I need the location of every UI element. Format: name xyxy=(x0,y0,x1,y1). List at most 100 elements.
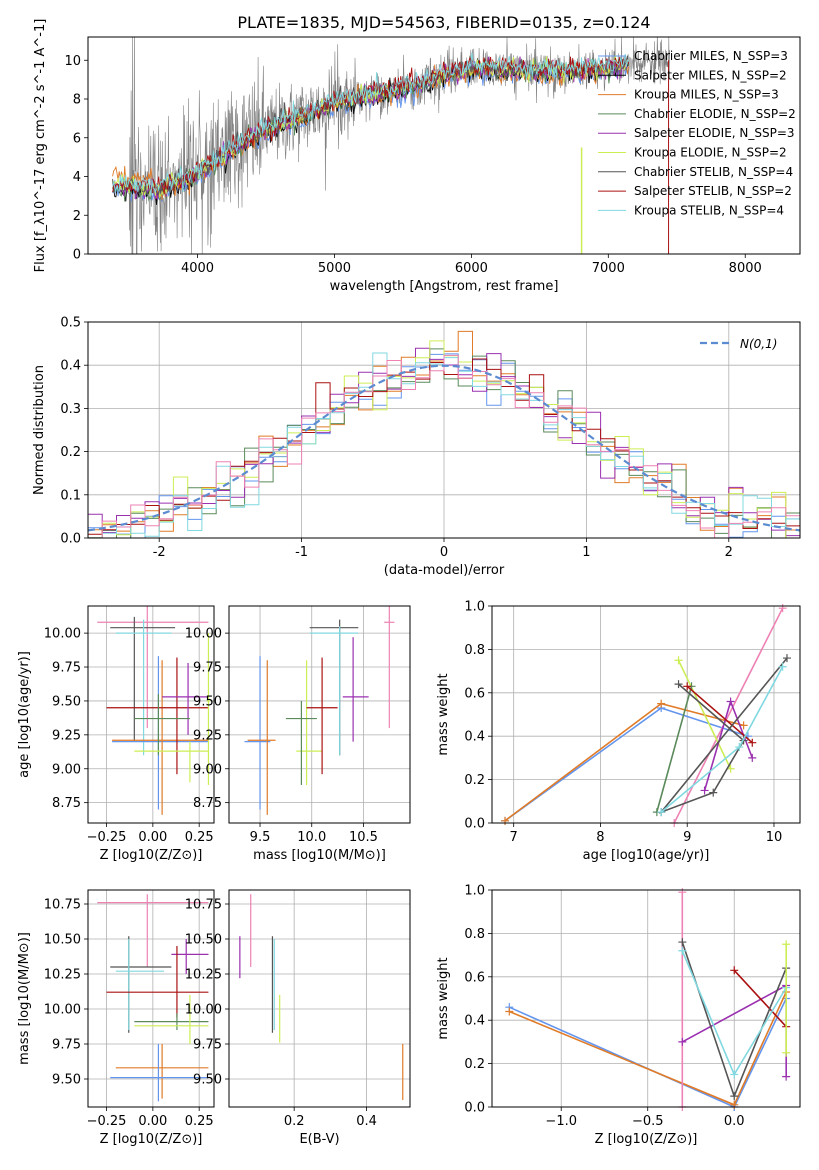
series-marker xyxy=(782,1048,791,1057)
histogram-extra_pink xyxy=(88,354,800,538)
series-line-extra_pink xyxy=(673,607,784,823)
y-tick-label: 0.0 xyxy=(464,817,485,832)
y-tick-label: 8 xyxy=(73,93,81,108)
mass_vs_ebv-axes: 0.2 0.4 9.50 9.75 10.00 10.25 10.50 10.75 xyxy=(185,890,410,1129)
y-tick-label: 10.00 xyxy=(44,627,81,642)
series-marker xyxy=(735,743,744,752)
x-tick-label: 0.4 xyxy=(356,1114,377,1129)
x-tick-label: −1.0 xyxy=(545,1114,577,1129)
weight_vs_age-axes: 7 8 9 10 0.0 0.2 0.4 0.6 0.8 1.0 xyxy=(464,600,800,845)
x-tick-label: −0.25 xyxy=(87,830,127,845)
y-tick-label: 0 xyxy=(73,248,81,263)
spectrum-ylabel: Flux [f_λ10^-17 erg cm^-2 s^-1 A^-1] xyxy=(33,19,48,273)
x-tick-label: -2 xyxy=(153,545,166,560)
series-marker xyxy=(778,662,787,671)
y-tick-label: 0.2 xyxy=(60,445,81,460)
spectrum-model-kroupa_stelib xyxy=(112,52,629,196)
y-tick-label: 0.5 xyxy=(60,316,81,331)
series-marker xyxy=(730,1070,739,1079)
x-tick-label: −0.25 xyxy=(87,1114,127,1129)
mass_vs_Z-ylabel: mass [log10(M/M⊙)] xyxy=(17,932,32,1065)
mass_vs_Z-xlabel: Z [log10(Z/Z⊙)] xyxy=(100,1132,203,1147)
y-tick-label: 1.0 xyxy=(464,600,485,615)
series-marker xyxy=(678,1037,687,1046)
spectrum-data-line xyxy=(128,37,670,254)
weight_vs_Z-axes: −1.0 −0.5 0.0 0.0 0.2 0.4 0.6 0.8 1.0 xyxy=(464,884,800,1129)
x-tick-label: 1 xyxy=(582,545,590,560)
series-marker xyxy=(657,808,666,817)
age_vs_mass-xlabel: mass [log10(M/M⊙)] xyxy=(253,848,386,863)
y-tick-label: 10.75 xyxy=(44,898,81,913)
x-tick-label: 0 xyxy=(440,545,448,560)
y-tick-label: 0.6 xyxy=(464,686,485,701)
y-tick-label: 9.00 xyxy=(193,762,222,777)
legend-label: Salpeter STELIB, N_SSP=2 xyxy=(634,184,792,198)
series-line-kroupa_elodie xyxy=(677,659,732,770)
y-tick-label: 9.75 xyxy=(193,661,222,676)
series-line-chabrier_stelib xyxy=(658,657,788,814)
y-tick-label: 0.4 xyxy=(464,730,485,745)
y-tick-label: 2 xyxy=(73,209,81,224)
series-marker xyxy=(726,697,735,706)
legend-label: Kroupa MILES, N_SSP=3 xyxy=(634,88,779,102)
mass_vs_ebv-frame xyxy=(228,889,411,1108)
x-tick-label: −0.5 xyxy=(632,1114,664,1129)
weight_vs_age-xlabel: age [log10(age/yr)] xyxy=(583,848,710,863)
y-tick-label: 9.25 xyxy=(52,728,81,743)
series-marker xyxy=(678,938,687,947)
x-tick-label: 6000 xyxy=(455,261,488,276)
y-tick-label: 10.00 xyxy=(44,1003,81,1018)
series-marker xyxy=(748,753,757,762)
residuals-frame xyxy=(87,321,801,539)
age_vs_Z-axes: −0.25 0.00 0.25 8.75 9.00 9.25 9.50 9.75 10.00 xyxy=(44,606,214,845)
legend-label: Chabrier ELODIE, N_SSP=2 xyxy=(634,107,796,121)
x-tick-label: 0.25 xyxy=(185,830,214,845)
weight_vs_Z-ylabel: mass weight xyxy=(436,957,451,1039)
y-tick-label: 9.50 xyxy=(52,1073,81,1088)
series-marker xyxy=(730,1092,739,1101)
y-tick-label: 0.3 xyxy=(60,402,81,417)
x-tick-label: 0.2 xyxy=(284,1114,305,1129)
y-tick-label: 0.4 xyxy=(60,359,81,374)
x-tick-label: 0.0 xyxy=(724,1114,745,1129)
y-tick-label: 0.8 xyxy=(464,643,485,658)
y-tick-label: 10.25 xyxy=(44,968,81,983)
x-tick-label: 9 xyxy=(683,830,691,845)
legend-label: Chabrier MILES, N_SSP=3 xyxy=(634,49,788,63)
x-tick-label: 0.00 xyxy=(138,830,167,845)
series-marker xyxy=(739,721,748,730)
weight_vs_Z-xlabel: Z [log10(Z/Z⊙)] xyxy=(595,1132,698,1147)
y-tick-label: 8.75 xyxy=(193,796,222,811)
x-tick-label: 2 xyxy=(725,545,733,560)
figure-title: PLATE=1835, MJD=54563, FIBERID=0135, z=0… xyxy=(237,13,650,32)
y-tick-label: 9.50 xyxy=(193,694,222,709)
legend-label: Salpeter ELODIE, N_SSP=3 xyxy=(634,126,795,140)
y-tick-label: 1.0 xyxy=(464,884,485,899)
series-marker xyxy=(678,888,687,897)
x-tick-label: 10.0 xyxy=(297,830,326,845)
series-marker xyxy=(505,1007,514,1016)
y-tick-label: 9.50 xyxy=(52,694,81,709)
y-tick-label: 0.0 xyxy=(60,532,81,547)
residuals-axes: -2 -1 0 1 2 0.0 0.1 0.2 0.3 0.4 0.5 N(0,1) xyxy=(60,316,800,560)
y-tick-label: 9.25 xyxy=(193,728,222,743)
y-tick-label: 9.50 xyxy=(193,1073,222,1088)
spectrum-xlabel: wavelength [Angstrom, rest frame] xyxy=(330,279,559,294)
y-tick-label: 10.75 xyxy=(185,898,222,913)
y-tick-label: 8.75 xyxy=(52,796,81,811)
series-marker xyxy=(700,786,709,795)
x-tick-label: 7000 xyxy=(592,261,625,276)
y-tick-label: 10.50 xyxy=(44,933,81,948)
y-tick-label: 0.6 xyxy=(464,970,485,985)
x-tick-label: -1 xyxy=(295,545,308,560)
legend-label: Salpeter MILES, N_SSP=2 xyxy=(634,68,787,82)
age_vs_mass-axes: 9.5 10.0 10.5 8.75 9.00 9.25 9.50 9.75 10.00 xyxy=(185,606,410,845)
x-tick-label: 0.00 xyxy=(138,1114,167,1129)
y-tick-label: 0.2 xyxy=(464,1057,485,1072)
series-marker xyxy=(657,699,666,708)
series-line-chabrier_miles xyxy=(508,998,787,1107)
legend-label: Kroupa STELIB, N_SSP=4 xyxy=(634,203,784,217)
mass_vs_Z-axes: −0.25 0.00 0.25 9.50 9.75 10.00 10.25 10.50 10.7… xyxy=(44,890,214,1129)
series-marker xyxy=(678,946,687,955)
